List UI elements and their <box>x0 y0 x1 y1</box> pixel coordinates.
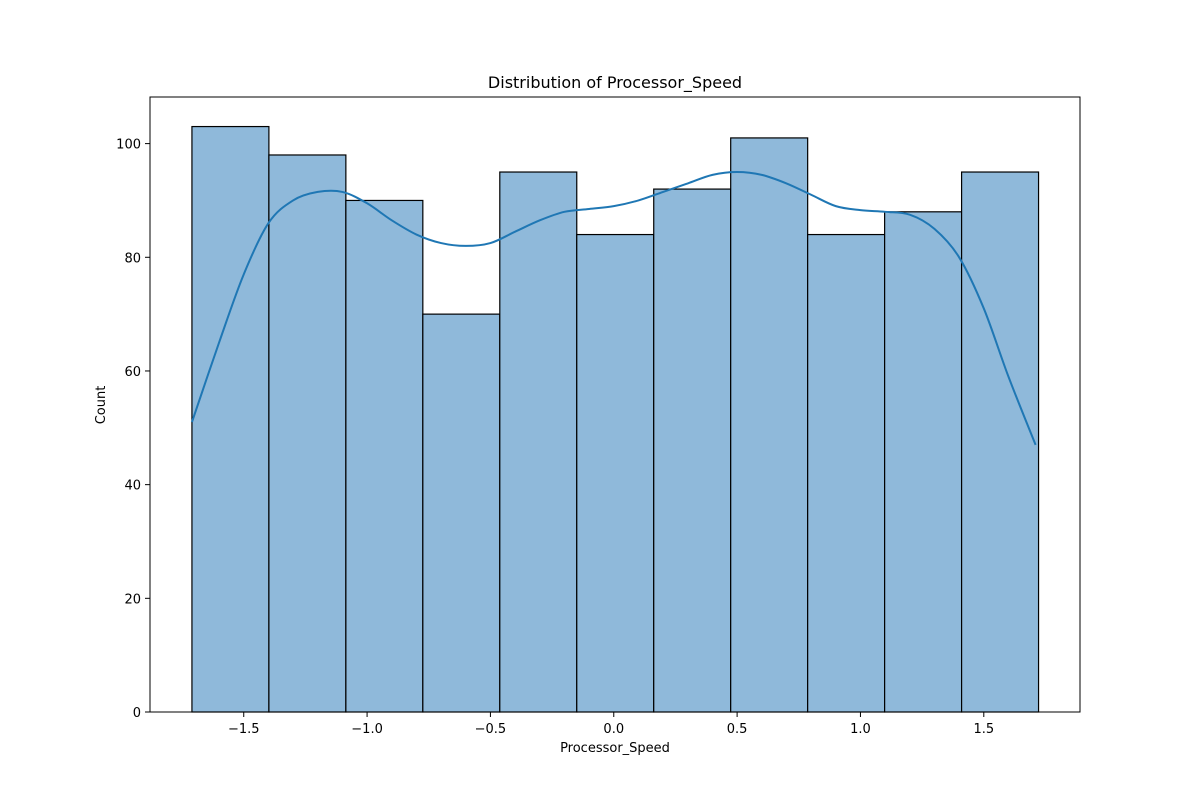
histogram-bar <box>807 233 886 713</box>
kde-layer <box>190 171 1037 446</box>
x-tick-label: 0.5 <box>727 722 748 737</box>
histogram-bar <box>422 313 501 713</box>
y-tick-label: 100 <box>116 138 141 153</box>
axes-layer: −1.5 −1.0 −0.5 0.0 0.5 1.0 1.5 0 20 40 60 80 100 <box>116 96 1081 737</box>
x-tick-label: −1.5 <box>228 722 260 737</box>
histogram-bar <box>345 199 424 713</box>
histogram-bar <box>730 137 809 713</box>
histogram-bar <box>960 171 1040 713</box>
chart-title: Distribution of Processor_Speed <box>488 73 742 93</box>
y-tick-label: 20 <box>124 592 141 607</box>
histogram-bar <box>653 188 732 713</box>
x-axis-label: Processor_Speed <box>560 741 670 756</box>
histogram-bar <box>884 211 963 713</box>
x-tick-label: −1.0 <box>351 722 383 737</box>
histogram-bar <box>191 125 270 713</box>
histogram-bar <box>499 171 578 713</box>
x-tick-label: 0.0 <box>603 722 624 737</box>
histogram-bar <box>268 154 347 713</box>
histogram-bar <box>576 233 655 713</box>
x-tick-label: −0.5 <box>475 722 507 737</box>
plot-frame <box>149 96 1081 713</box>
bars-layer <box>191 125 1040 713</box>
y-tick-label: 60 <box>124 365 141 380</box>
x-tick-label: 1.5 <box>973 722 994 737</box>
y-axis-label: Count <box>94 386 109 425</box>
y-tick-label: 0 <box>133 706 141 721</box>
y-tick-label: 40 <box>124 479 141 494</box>
y-tick-label: 80 <box>124 251 141 266</box>
kde-line <box>190 171 1037 446</box>
x-tick-label: 1.0 <box>850 722 871 737</box>
